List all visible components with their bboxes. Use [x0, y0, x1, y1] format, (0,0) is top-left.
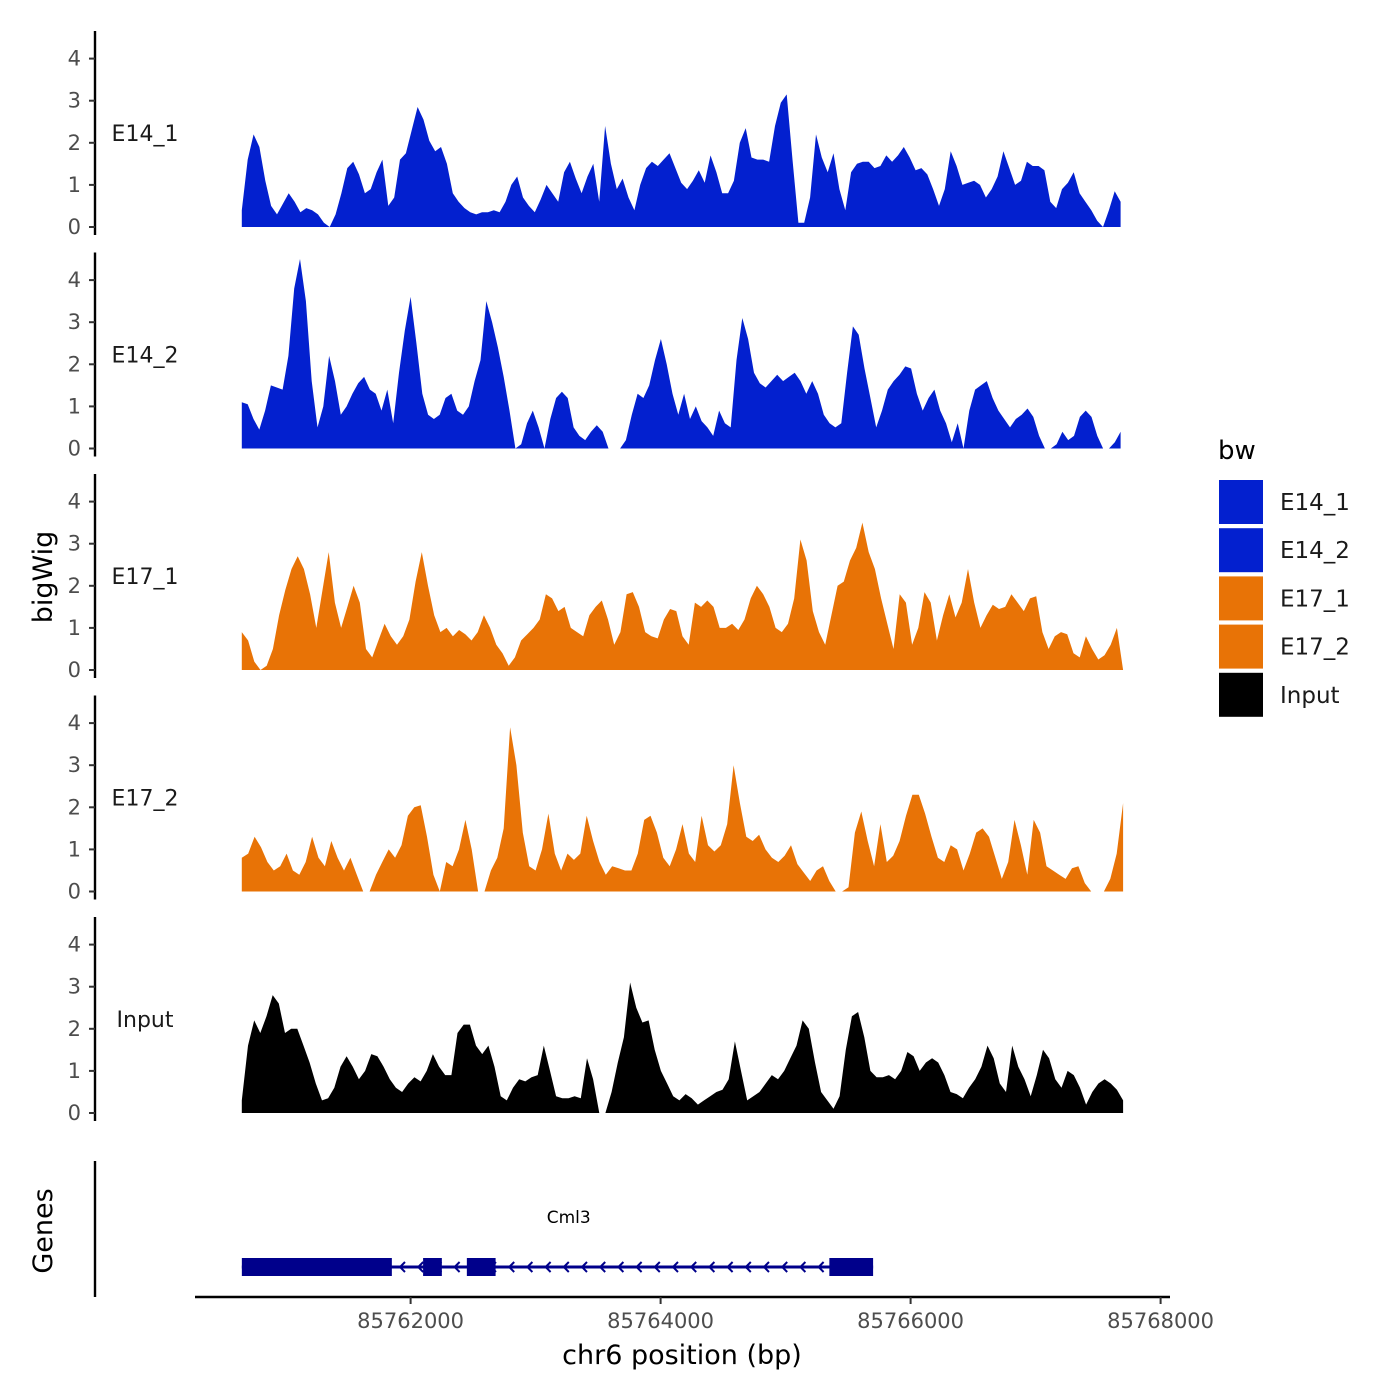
strand-arrow	[762, 1261, 770, 1273]
strand-arrow	[780, 1261, 788, 1273]
y-tick-label: 4	[68, 933, 81, 957]
strand-arrow	[525, 1261, 534, 1273]
track-label: E17_1	[112, 565, 179, 590]
track-panel-e14_1: 0 1 2 3 4 E14_1	[68, 31, 1121, 239]
y-axis-title: bigWig	[28, 531, 59, 624]
strand-arrow	[817, 1261, 825, 1273]
gene-exon	[423, 1258, 442, 1276]
y-tick-label: 4	[68, 47, 81, 71]
y-tick-label: 3	[68, 89, 81, 113]
x-axis-title: chr6 position (bp)	[562, 1340, 802, 1371]
genes-panel: Cml3	[93, 1161, 874, 1297]
y-tick-label: 2	[68, 574, 81, 598]
legend-swatch-input	[1219, 672, 1263, 717]
gene-exon	[466, 1258, 496, 1276]
strand-arrow	[707, 1261, 716, 1273]
y-tick-label: 0	[68, 880, 81, 904]
track-label: E17_2	[112, 787, 179, 812]
legend-swatch-e17_1	[1219, 576, 1263, 621]
strand-arrow	[689, 1261, 697, 1273]
y-tick-label: 3	[68, 532, 81, 556]
strand-arrow	[744, 1261, 752, 1273]
y-tick-label: 4	[68, 268, 81, 292]
legend-swatch-e14_2	[1219, 528, 1263, 573]
legend-label: E17_1	[1280, 586, 1350, 612]
y-tick-label: 2	[68, 795, 81, 819]
track-label: E14_1	[112, 122, 179, 147]
y-tick-label: 0	[68, 658, 81, 682]
strand-arrow	[453, 1261, 461, 1273]
y-tick-label: 1	[68, 1059, 81, 1083]
legend-title: bw	[1218, 436, 1256, 466]
strand-arrow	[562, 1261, 570, 1273]
legend-swatch-e17_2	[1219, 624, 1263, 669]
gene-exon	[829, 1258, 874, 1276]
y-tick-label: 3	[68, 310, 81, 334]
strand-arrow	[398, 1261, 406, 1273]
y-tick-label: 3	[68, 753, 81, 777]
strand-arrow	[507, 1261, 515, 1273]
genes-axis-title: Genes	[28, 1188, 59, 1273]
strand-arrow	[671, 1261, 679, 1273]
x-tick-label: 85764000	[607, 1309, 714, 1333]
strand-arrow	[635, 1261, 643, 1273]
area-e17_2	[241, 727, 1124, 892]
y-tick-label: 2	[68, 352, 81, 376]
y-tick-label: 1	[68, 173, 81, 197]
strand-arrow	[544, 1261, 552, 1273]
y-tick-label: 4	[68, 711, 81, 735]
strand-arrow	[416, 1261, 424, 1273]
x-axis: 85762000 85764000 85766000 85768000	[195, 1295, 1214, 1333]
strand-arrow	[580, 1261, 588, 1273]
area-e17_1	[241, 522, 1124, 670]
y-tick-label: 2	[68, 1017, 81, 1041]
y-tick-label: 4	[68, 490, 81, 514]
strand-arrow	[726, 1261, 734, 1273]
x-tick-label: 85766000	[857, 1309, 964, 1333]
x-tick-label: 85762000	[357, 1309, 464, 1333]
track-panel-input: 0 1 2 3 4 Input	[68, 917, 1124, 1125]
y-tick-label: 3	[68, 975, 81, 999]
track-panel-e17_2: 0 1 2 3 4 E17_2	[68, 695, 1124, 904]
strand-arrow	[653, 1261, 661, 1273]
y-tick-label: 1	[68, 837, 81, 861]
strand-arrow	[798, 1261, 807, 1273]
strand-arrow	[598, 1261, 606, 1273]
track-label: E14_2	[112, 344, 179, 369]
track-panel-e17_1: 0 1 2 3 4 E17_1	[68, 474, 1124, 682]
gene-exon	[241, 1258, 392, 1276]
track-panels: 0 1 2 3 4 E14_1 0 1 2 3 4 E14_2 0 1 2 3 4 E17_1 0 1 2 3 4 E17_2…	[68, 31, 1124, 1125]
legend-label: E14_1	[1280, 490, 1350, 516]
area-e14_1	[241, 94, 1121, 228]
y-tick-label: 1	[68, 616, 81, 640]
y-tick-label: 0	[68, 215, 81, 239]
gene-name-label: Cml3	[547, 1208, 591, 1228]
y-tick-label: 1	[68, 394, 81, 418]
x-tick-label: 85768000	[1107, 1309, 1214, 1333]
area-e14_2	[241, 259, 1121, 449]
y-tick-label: 0	[68, 1101, 81, 1125]
strand-arrow	[616, 1261, 625, 1273]
legend-label: E17_2	[1280, 635, 1350, 661]
y-tick-label: 0	[68, 437, 81, 461]
legend-label: Input	[1280, 683, 1340, 709]
legend: bw E14_1 E14_2 E17_1 E17_2 Input	[1218, 436, 1350, 717]
track-label: Input	[117, 1008, 174, 1033]
area-input	[241, 982, 1124, 1113]
y-tick-label: 2	[68, 131, 81, 155]
legend-label: E14_2	[1280, 538, 1350, 564]
track-panel-e14_2: 0 1 2 3 4 E14_2	[68, 252, 1121, 461]
legend-swatch-e14_1	[1219, 480, 1263, 524]
